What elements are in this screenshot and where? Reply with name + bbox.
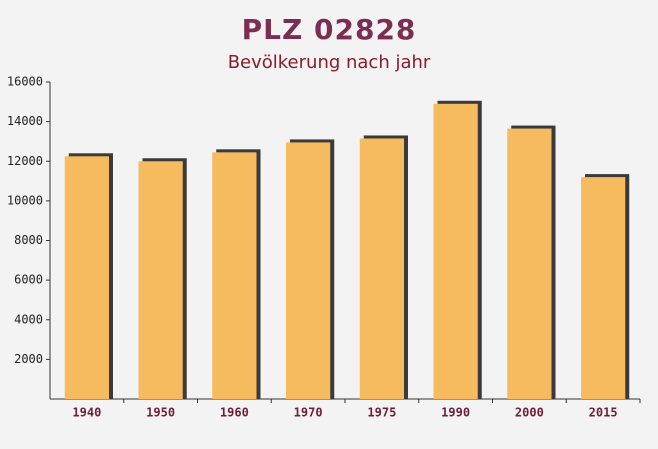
bar [433,103,478,399]
bar [138,161,183,399]
y-tick-label: 8000 [14,233,43,247]
bar [212,152,257,399]
x-tick-label: 1960 [220,406,249,420]
y-tick-label: 14000 [7,114,43,128]
bar [64,156,109,399]
x-tick-label: 1975 [367,406,396,420]
x-tick-label: 1990 [441,406,470,420]
x-tick-label: 2015 [589,406,618,420]
bar [286,142,331,399]
y-tick-label: 2000 [14,352,43,366]
chart-subtitle: Bevölkerung nach jahr [228,52,431,73]
x-tick-label: 1940 [72,406,101,420]
x-tick-label: 2000 [515,406,544,420]
y-tick-label: 6000 [14,273,43,287]
x-tick-label: 1950 [146,406,175,420]
y-tick-label: 4000 [14,312,43,326]
y-tick-label: 10000 [7,193,43,207]
bar [359,138,404,399]
x-tick-label: 1970 [294,406,323,420]
chart-title: PLZ 02828 [242,13,417,46]
y-tick-label: 16000 [7,75,43,89]
bar [507,128,552,399]
bar [581,177,626,399]
y-tick-label: 12000 [7,154,43,168]
